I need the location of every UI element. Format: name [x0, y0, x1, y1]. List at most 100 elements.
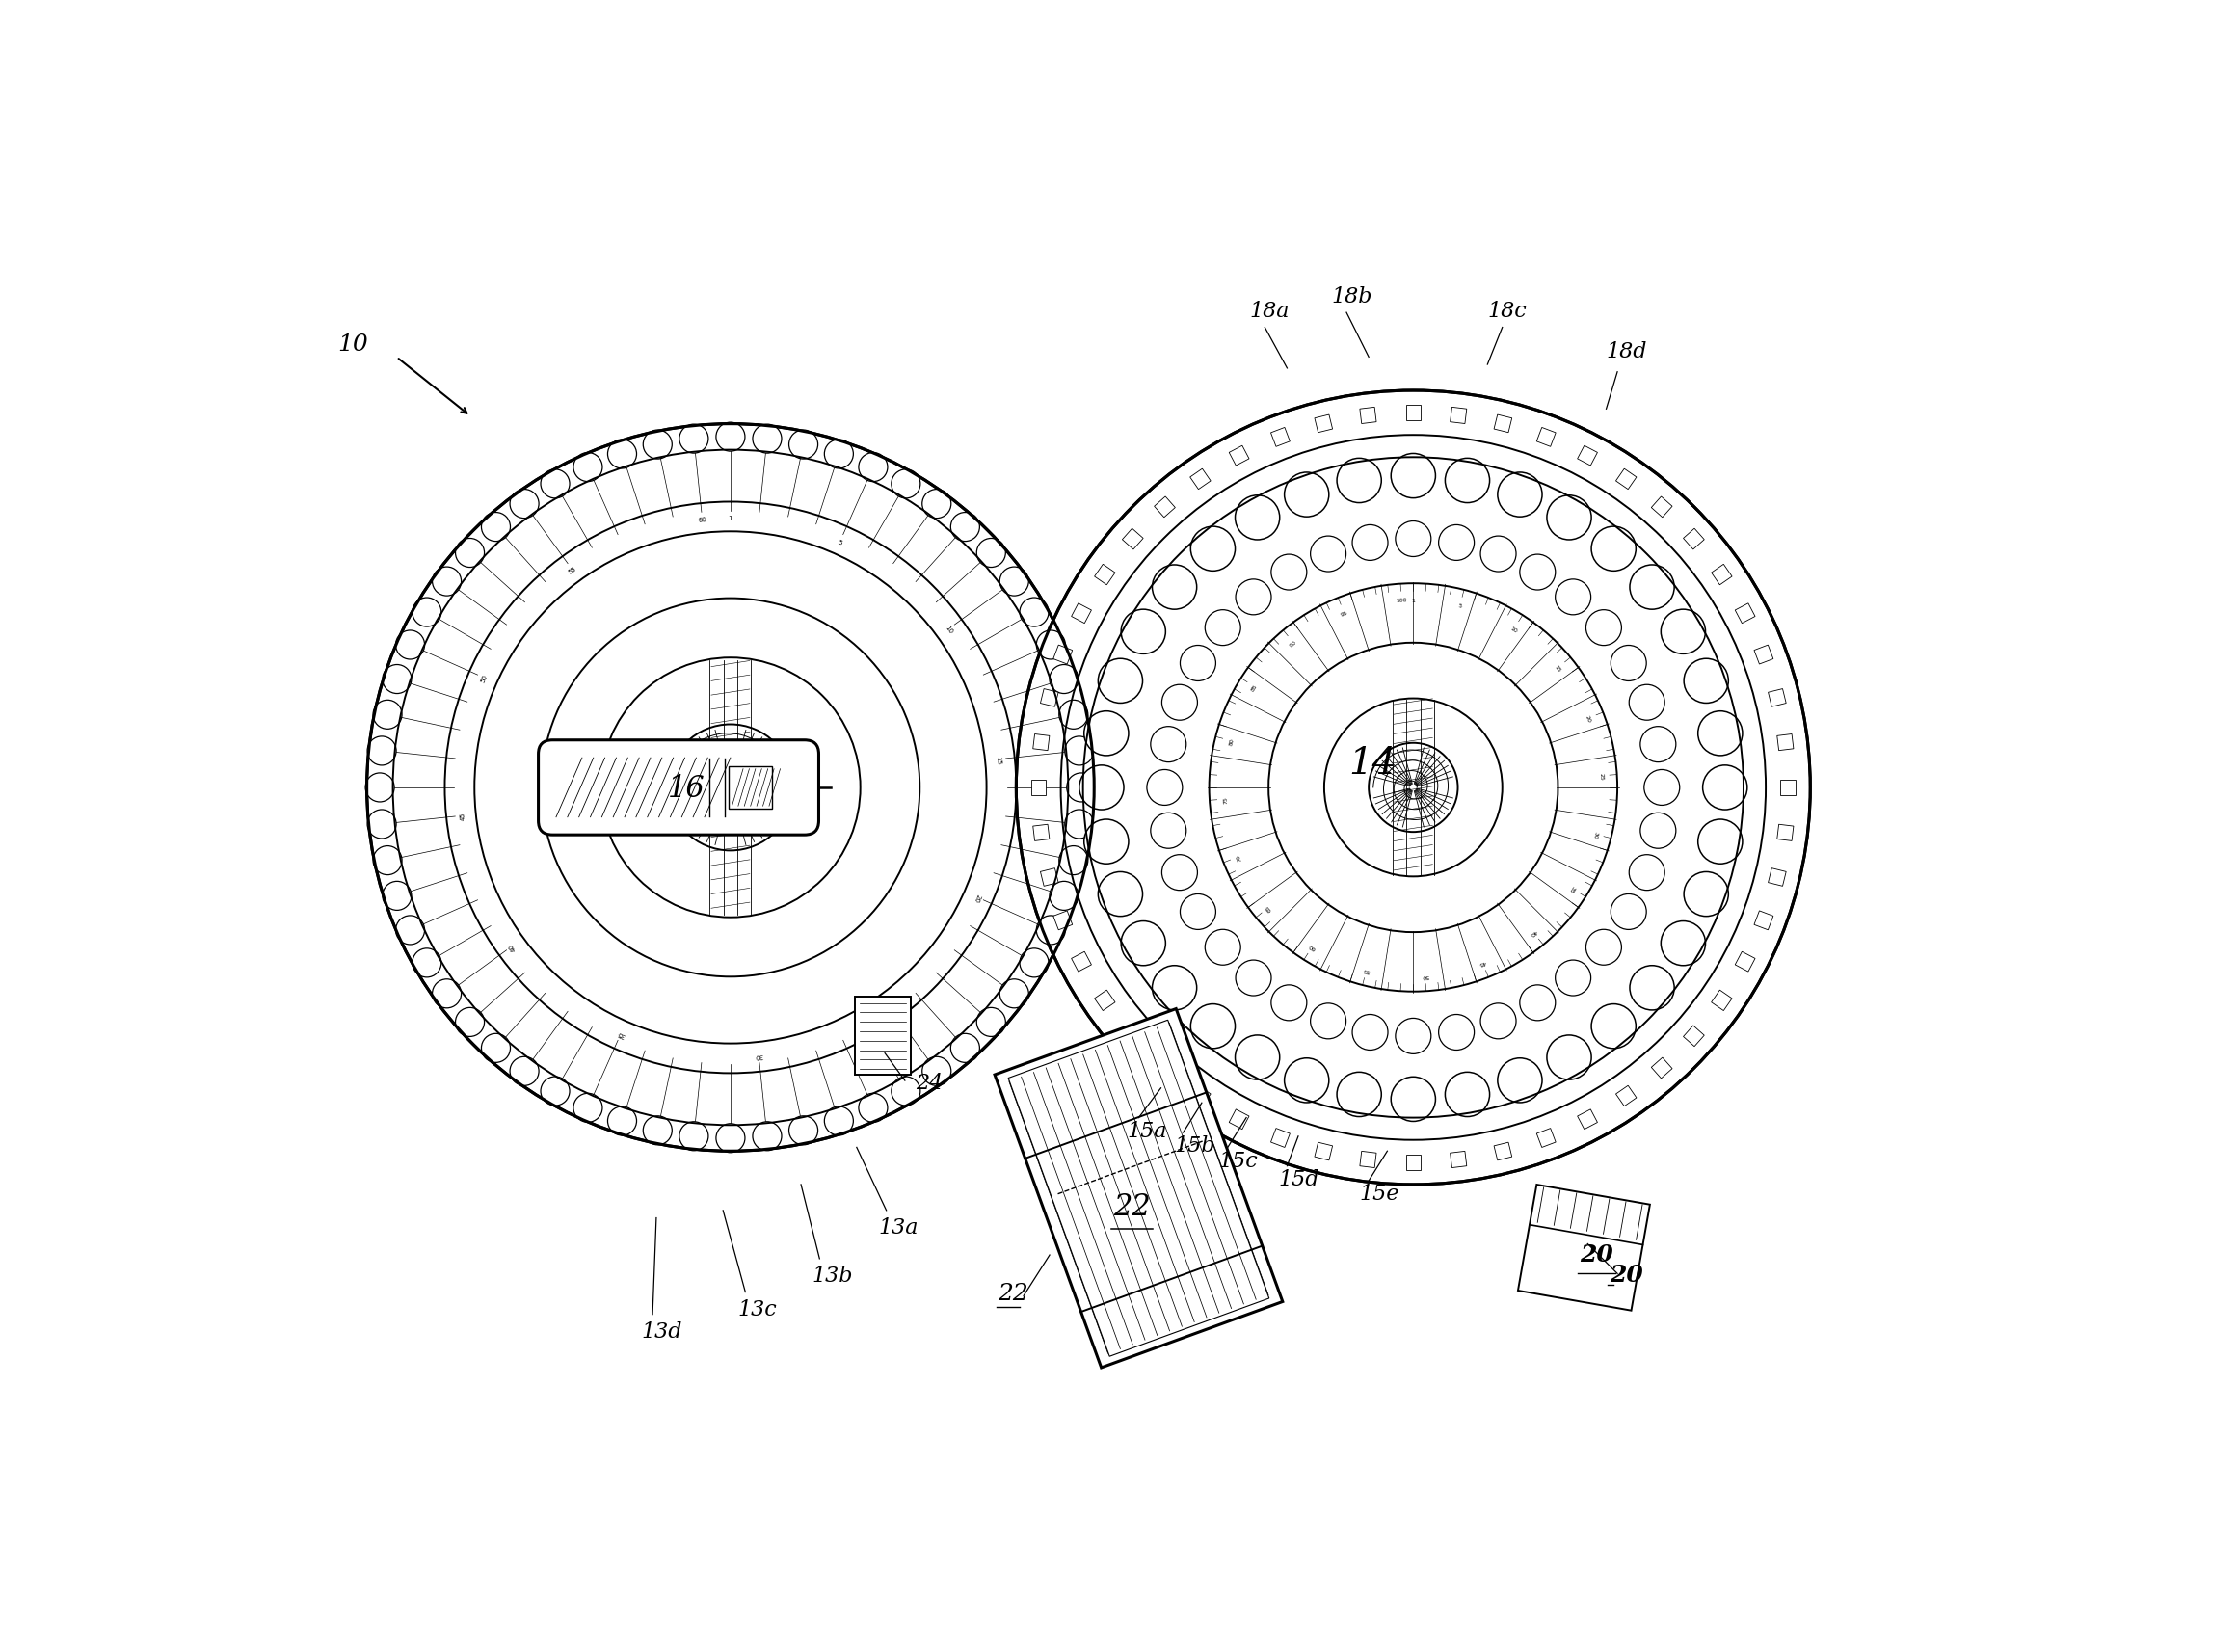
Circle shape — [1206, 930, 1242, 965]
Circle shape — [1445, 1072, 1490, 1117]
Circle shape — [510, 1057, 539, 1085]
Circle shape — [1591, 1004, 1635, 1049]
Polygon shape — [1682, 1026, 1705, 1047]
Circle shape — [1271, 555, 1306, 590]
Circle shape — [481, 514, 510, 542]
Polygon shape — [1577, 1110, 1597, 1130]
Circle shape — [541, 1077, 570, 1105]
Polygon shape — [1519, 1184, 1651, 1310]
Circle shape — [383, 666, 412, 694]
Polygon shape — [1315, 1143, 1333, 1161]
Text: 20: 20 — [1579, 1242, 1613, 1265]
Circle shape — [1629, 856, 1664, 890]
Circle shape — [432, 567, 461, 596]
Circle shape — [922, 491, 951, 519]
Circle shape — [573, 453, 602, 482]
Circle shape — [1353, 525, 1387, 562]
Bar — [855, 998, 910, 1075]
Text: 22: 22 — [998, 1282, 1029, 1305]
Text: 13a: 13a — [879, 1216, 919, 1237]
Circle shape — [1631, 966, 1673, 1011]
Polygon shape — [1190, 1085, 1210, 1107]
Circle shape — [1098, 872, 1143, 917]
Circle shape — [1078, 765, 1123, 809]
Polygon shape — [1776, 735, 1794, 752]
Circle shape — [1284, 1059, 1329, 1104]
Circle shape — [1660, 610, 1705, 654]
Circle shape — [951, 514, 980, 542]
Circle shape — [1611, 894, 1646, 930]
Circle shape — [1098, 659, 1143, 704]
Circle shape — [1311, 1004, 1347, 1039]
Text: 1: 1 — [729, 515, 734, 522]
Circle shape — [1546, 496, 1591, 540]
Circle shape — [922, 1057, 951, 1085]
Circle shape — [1353, 1014, 1387, 1051]
Polygon shape — [1360, 1151, 1376, 1168]
Circle shape — [978, 539, 1007, 568]
Text: 18d: 18d — [1606, 342, 1646, 362]
Polygon shape — [1754, 912, 1774, 930]
Circle shape — [412, 598, 441, 628]
Text: 30: 30 — [754, 1052, 763, 1059]
Polygon shape — [1190, 469, 1210, 491]
Text: 85: 85 — [1250, 682, 1259, 692]
Polygon shape — [1054, 646, 1072, 664]
Text: 20: 20 — [973, 892, 982, 902]
Circle shape — [1519, 555, 1555, 590]
Circle shape — [1058, 700, 1087, 730]
Circle shape — [1150, 727, 1186, 763]
Polygon shape — [1031, 780, 1047, 795]
Circle shape — [1206, 610, 1242, 646]
Circle shape — [1000, 567, 1029, 596]
Circle shape — [1640, 813, 1676, 849]
Circle shape — [1190, 1004, 1235, 1049]
Circle shape — [1085, 819, 1127, 864]
Text: 15b: 15b — [1174, 1135, 1215, 1156]
Polygon shape — [1651, 1057, 1673, 1079]
Polygon shape — [1072, 952, 1092, 971]
Text: 100: 100 — [1396, 598, 1407, 603]
Circle shape — [1036, 915, 1065, 945]
Circle shape — [1121, 610, 1165, 654]
Text: 45: 45 — [1479, 958, 1488, 966]
Polygon shape — [1040, 869, 1058, 887]
Text: 5: 5 — [1459, 603, 1463, 610]
Text: 15e: 15e — [1360, 1183, 1400, 1204]
Circle shape — [1555, 960, 1591, 996]
Polygon shape — [1405, 406, 1420, 421]
Circle shape — [383, 882, 412, 910]
Text: 70: 70 — [1235, 852, 1242, 861]
Text: 13d: 13d — [642, 1320, 682, 1341]
Circle shape — [642, 1117, 671, 1145]
Polygon shape — [1615, 469, 1637, 491]
Circle shape — [510, 491, 539, 519]
Circle shape — [1235, 496, 1280, 540]
Circle shape — [1391, 454, 1436, 499]
Text: 15a: 15a — [1127, 1120, 1168, 1142]
Text: 15c: 15c — [1219, 1150, 1257, 1171]
Circle shape — [1611, 646, 1646, 682]
Polygon shape — [1736, 952, 1756, 971]
Polygon shape — [1405, 1155, 1420, 1170]
Polygon shape — [1315, 415, 1333, 433]
Polygon shape — [1711, 565, 1731, 585]
FancyBboxPatch shape — [539, 740, 819, 836]
Circle shape — [573, 1094, 602, 1122]
Circle shape — [1161, 686, 1197, 720]
Circle shape — [1497, 472, 1541, 517]
Circle shape — [790, 1117, 819, 1145]
Circle shape — [1698, 819, 1743, 864]
Circle shape — [1049, 882, 1078, 910]
Circle shape — [890, 1077, 919, 1105]
Polygon shape — [1271, 1128, 1291, 1148]
Text: 60: 60 — [698, 517, 707, 524]
Circle shape — [951, 1034, 980, 1062]
Circle shape — [365, 773, 394, 803]
Polygon shape — [995, 1009, 1282, 1368]
Text: 45: 45 — [459, 811, 465, 821]
Polygon shape — [1271, 428, 1291, 448]
Polygon shape — [1228, 446, 1248, 466]
Text: 50: 50 — [1420, 973, 1429, 978]
Polygon shape — [1054, 912, 1072, 930]
